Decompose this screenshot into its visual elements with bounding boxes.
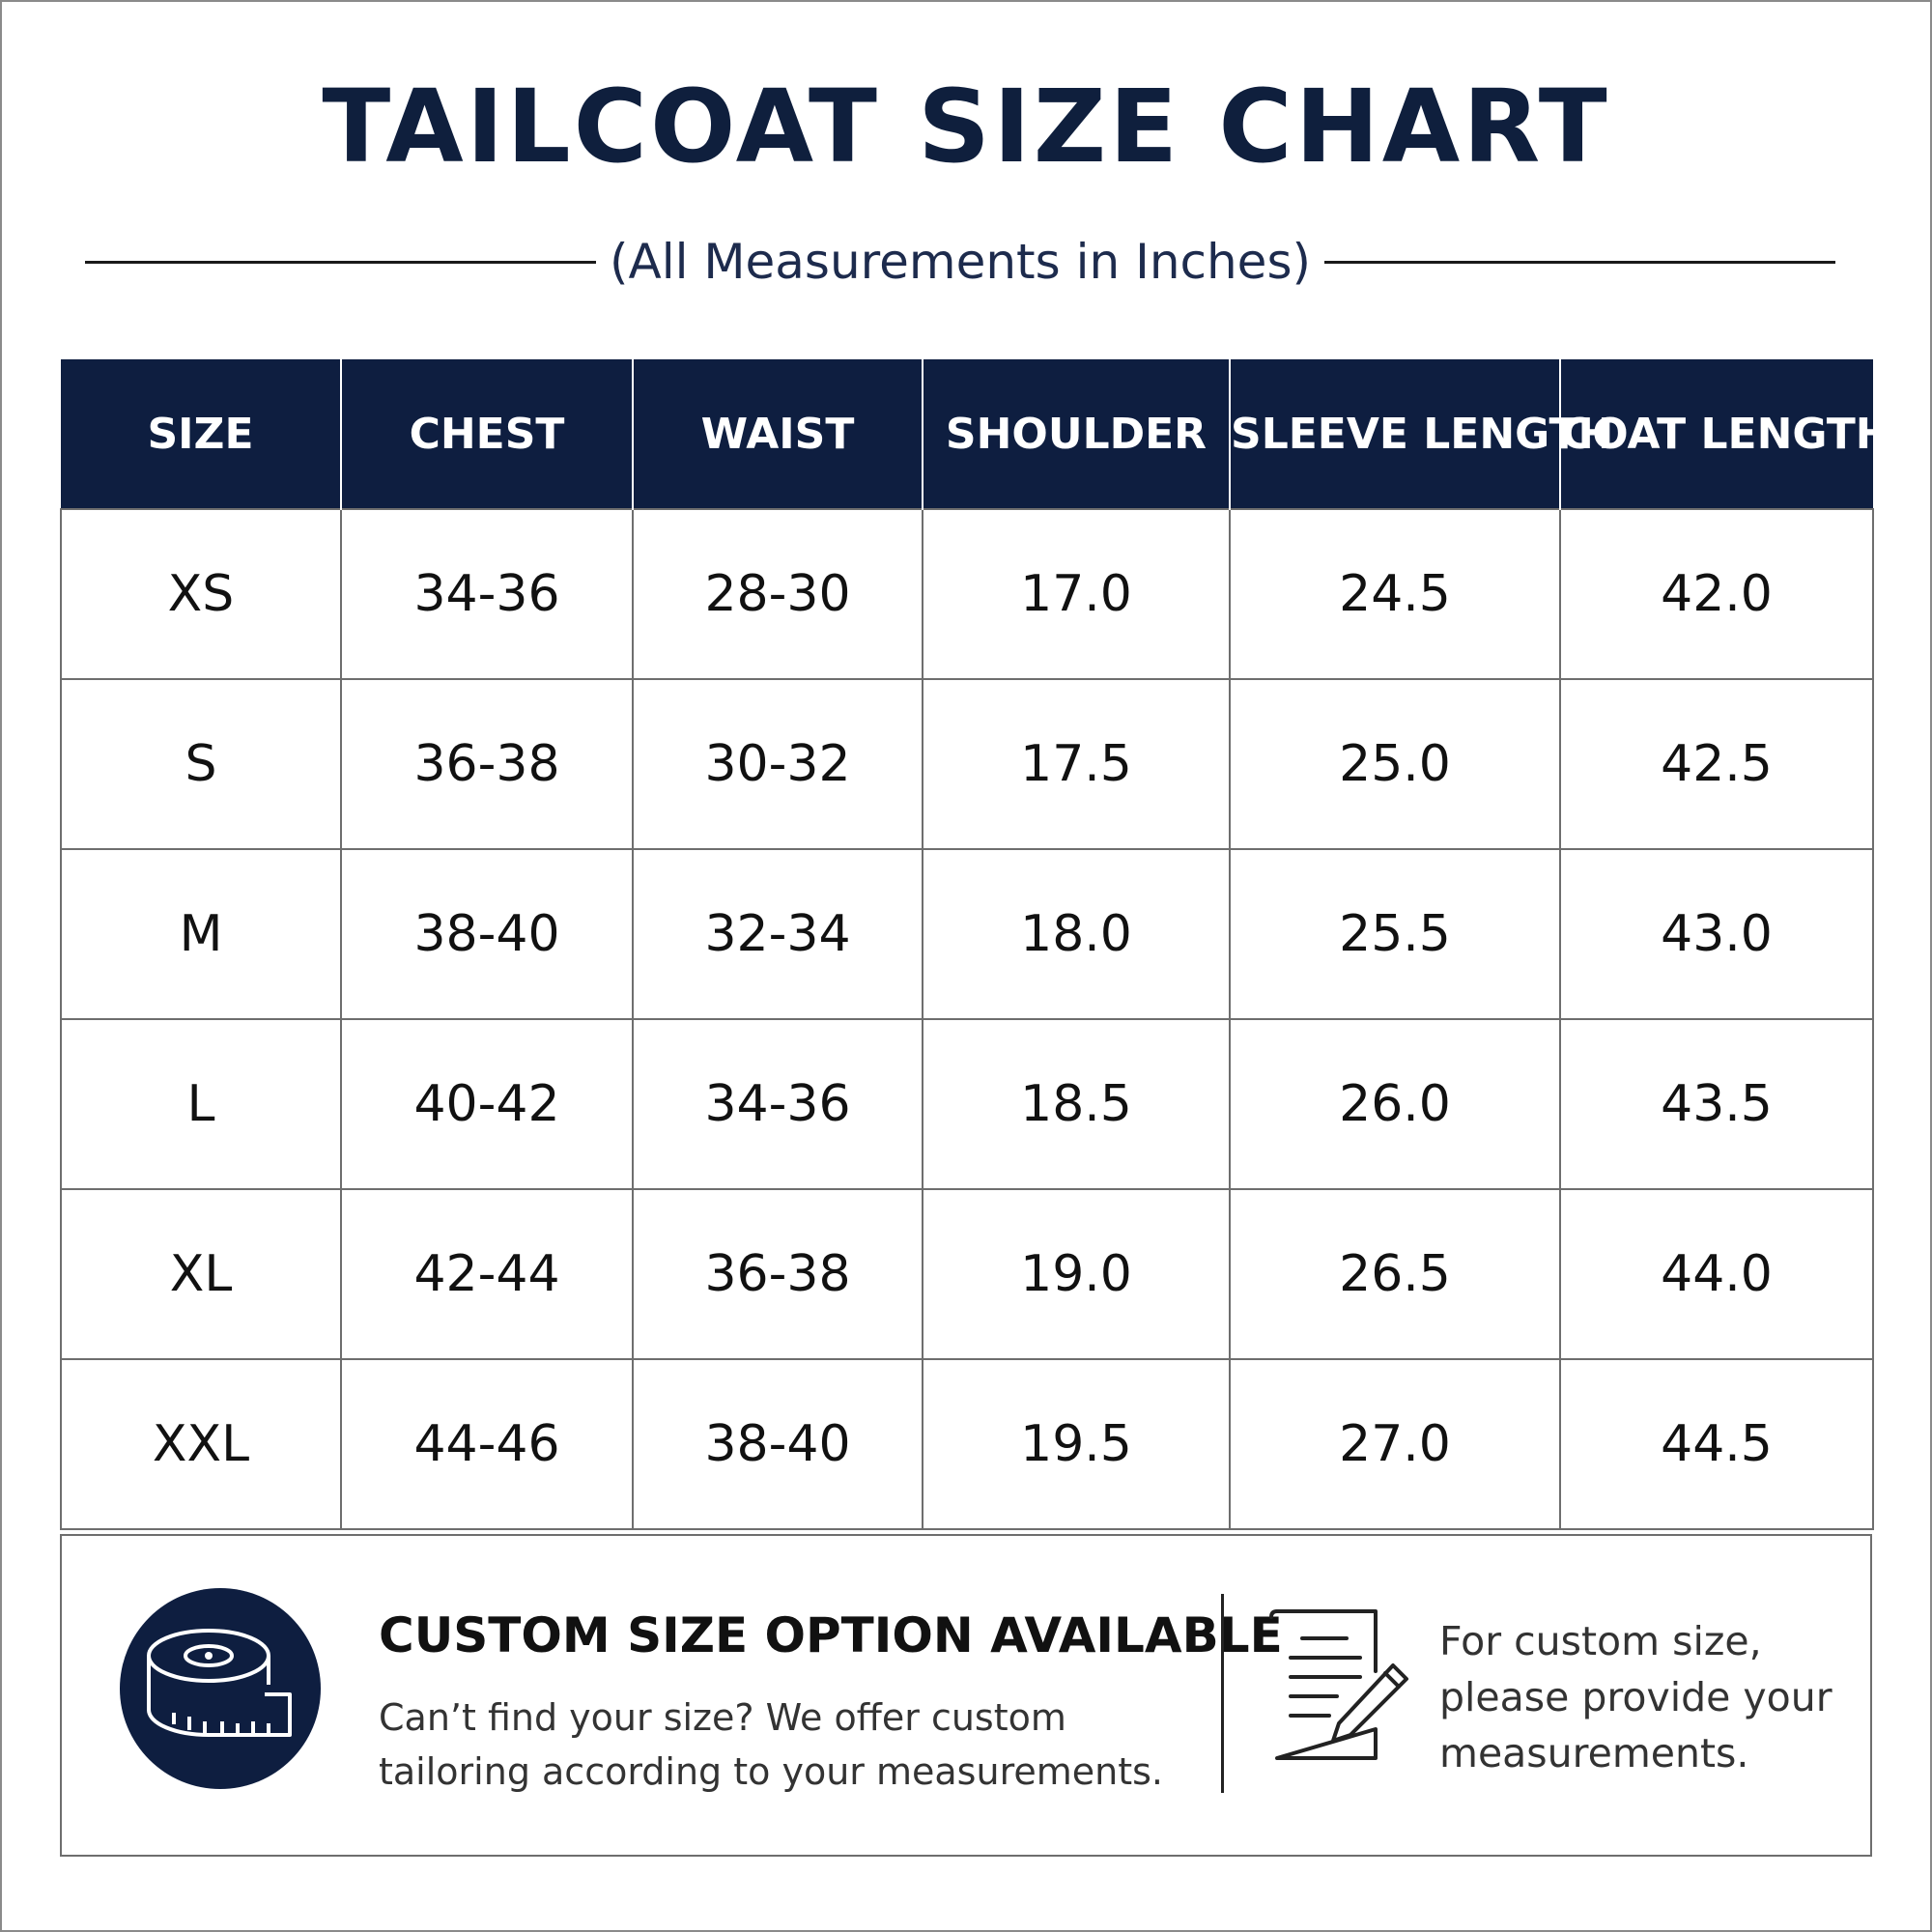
document-pencil-icon [1269,1604,1414,1772]
size-cell: L [60,1018,342,1190]
measurement-cell: 28-30 [632,508,923,680]
custom-size-title: CUSTOM SIZE OPTION AVAILABLE [379,1607,1283,1663]
column-header: COAT LENGTH [1559,359,1891,509]
measurement-cell: 40-42 [340,1018,634,1190]
measurement-cell: 19.0 [922,1188,1231,1360]
measurement-cell: 26.0 [1229,1018,1561,1190]
measurement-cell: 18.0 [922,848,1231,1020]
table-header-row: SIZE CHEST WAIST SHOULDER SLEEVE LENGTH COAT … [61,359,1891,509]
measurement-cell: 30-32 [632,678,923,850]
measurement-cell: 26.5 [1229,1188,1561,1360]
vertical-divider [1221,1594,1224,1793]
subtitle-rule-left [85,260,596,264]
measurement-cell: 38-40 [632,1358,923,1530]
page-subtitle: (All Measurements in Inches) [610,234,1312,290]
custom-size-instructions: For custom size, please provide your mea… [1439,1618,1833,1776]
measuring-tape-icon [120,1588,321,1789]
table-row: M 38-40 32-34 18.0 25.5 43.0 [60,848,1874,1020]
measurement-cell: 25.5 [1229,848,1561,1020]
measurement-cell: 36-38 [632,1188,923,1360]
subtitle-rule-right [1324,260,1836,264]
table-row: XL 42-44 36-38 19.0 26.5 44.0 [60,1188,1874,1360]
measurement-cell: 42.0 [1559,508,1874,680]
measurement-cell: 43.0 [1559,848,1874,1020]
size-table: SIZE CHEST WAIST SHOULDER SLEEVE LENGTH COAT … [60,359,1891,1530]
custom-size-description: Can’t find your size? We offer custom ta… [379,1696,1163,1793]
measurement-cell: 24.5 [1229,508,1561,680]
measurement-cell: 38-40 [340,848,634,1020]
measurement-cell: 17.5 [922,678,1231,850]
column-header: SIZE [61,359,342,509]
custom-size-box: CUSTOM SIZE OPTION AVAILABLE Can’t find … [60,1534,1872,1857]
column-header: SHOULDER [922,359,1231,509]
column-header: CHEST [340,359,634,509]
subtitle-row: (All Measurements in Inches) [85,228,1836,296]
measurement-cell: 18.5 [922,1018,1231,1190]
measurement-cell: 44-46 [340,1358,634,1530]
table-row: S 36-38 30-32 17.5 25.0 42.5 [60,678,1874,850]
table-row: XXL 44-46 38-40 19.5 27.0 44.5 [60,1358,1874,1530]
measurement-cell: 42.5 [1559,678,1874,850]
measurement-cell: 42-44 [340,1188,634,1360]
table-body: XS 34-36 28-30 17.0 24.5 42.0 S 36-38 30-32 17.5 2… [60,508,1874,1530]
size-cell: S [60,678,342,850]
table-row: L 40-42 34-36 18.5 26.0 43.5 [60,1018,1874,1190]
size-cell: M [60,848,342,1020]
size-cell: XL [60,1188,342,1360]
measurement-cell: 27.0 [1229,1358,1561,1530]
measurement-cell: 17.0 [922,508,1231,680]
size-cell: XXL [60,1358,342,1530]
column-header: WAIST [632,359,923,509]
column-header: SLEEVE LENGTH [1229,359,1613,509]
measurement-cell: 19.5 [922,1358,1231,1530]
measurement-cell: 32-34 [632,848,923,1020]
page-title: TAILCOAT SIZE CHART [322,68,1610,185]
measurement-cell: 44.0 [1559,1188,1874,1360]
measurement-cell: 34-36 [632,1018,923,1190]
measurement-cell: 25.0 [1229,678,1561,850]
measurement-cell: 36-38 [340,678,634,850]
measurement-cell: 44.5 [1559,1358,1874,1530]
measurement-cell: 43.5 [1559,1018,1874,1190]
table-row: XS 34-36 28-30 17.0 24.5 42.0 [60,508,1874,680]
size-cell: XS [60,508,342,680]
measurement-cell: 34-36 [340,508,634,680]
